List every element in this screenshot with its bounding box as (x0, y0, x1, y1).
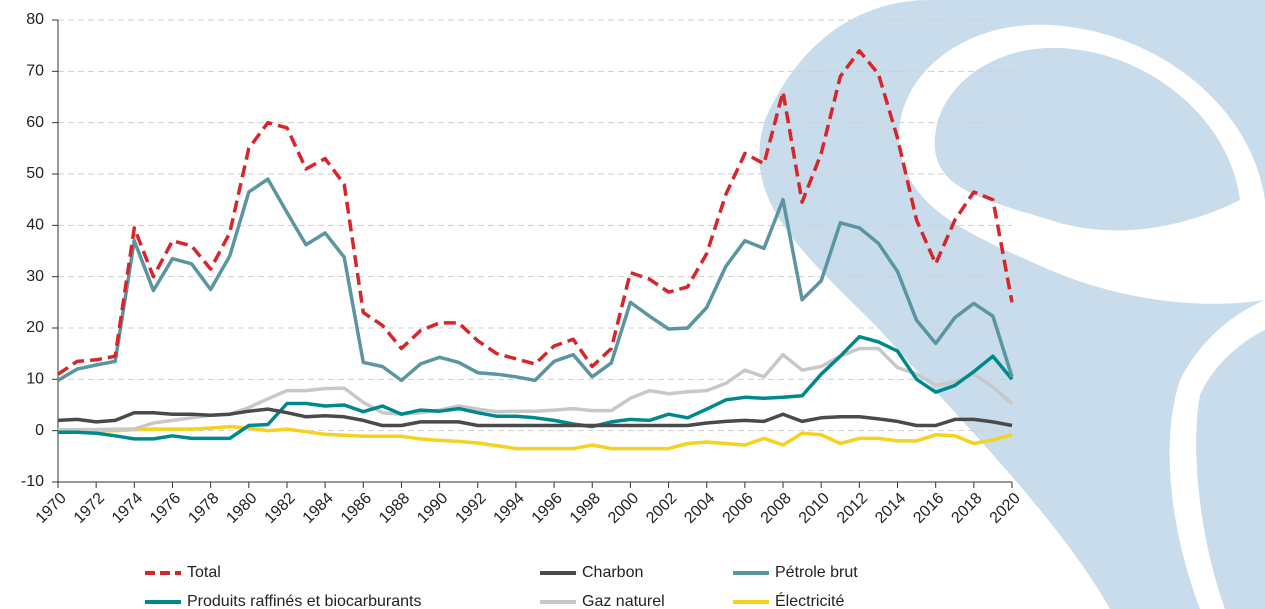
x-tick-label: 1996 (529, 490, 566, 527)
legend-label: Produits raffinés et biocarburants (187, 593, 422, 609)
x-tick-label: 1982 (262, 490, 299, 527)
y-tick-label: 50 (26, 165, 44, 182)
chart: -10 0 10 20 30 40 50 60 70 80 19701972197419761978… (0, 0, 1265, 609)
x-tick-label: 1986 (338, 490, 375, 527)
x-tick-label: 1992 (452, 490, 489, 527)
x-tick-label: 1990 (414, 490, 451, 527)
y-tick-label: 20 (26, 319, 44, 336)
x-tick-label: 1998 (567, 490, 604, 527)
x-tick-label: 2016 (910, 490, 947, 527)
x-tick-label: 2012 (834, 490, 871, 527)
x-tick-label: 1972 (71, 490, 108, 527)
legend-label: Charbon (582, 564, 643, 581)
x-tick-label: 2004 (681, 490, 718, 527)
x-tick-label: 2008 (758, 490, 795, 527)
x-tick-label: 2010 (796, 490, 833, 527)
x-tick-label: 2006 (720, 490, 757, 527)
y-tick-label: 60 (26, 114, 44, 131)
legend-label: Électricité (775, 591, 844, 609)
x-tick-label: 1978 (185, 490, 222, 527)
x-tick-label: 2014 (872, 490, 909, 527)
y-tick-label: 30 (26, 268, 44, 285)
x-tick-label: 2000 (605, 490, 642, 527)
x-tick-label: 1976 (147, 490, 184, 527)
y-tick-label: 80 (26, 11, 44, 28)
x-tick-label: 2018 (948, 490, 985, 527)
y-tick-label: 40 (26, 217, 44, 234)
legend: Total Charbon Pétrole brut Produits raffiné… (145, 564, 858, 609)
x-tick-label: 1980 (223, 490, 260, 527)
x-tick-label: 1994 (491, 490, 528, 527)
series-line (58, 337, 1012, 439)
y-tick-label: 70 (26, 63, 44, 80)
x-tick-label: 2002 (643, 490, 680, 527)
legend-label: Total (187, 564, 221, 581)
x-tick-label: 2020 (987, 490, 1024, 527)
y-tick-label: -10 (21, 473, 44, 490)
x-tick-label: 1974 (109, 490, 146, 527)
x-tick-label: 1988 (376, 490, 413, 527)
x-tick-label: 1970 (33, 490, 70, 527)
legend-label: Gaz naturel (582, 593, 665, 609)
legend-label: Pétrole brut (775, 564, 858, 581)
y-tick-label: 10 (26, 371, 44, 388)
x-tick-label: 1984 (300, 490, 337, 527)
y-tick-label: 0 (35, 422, 44, 439)
